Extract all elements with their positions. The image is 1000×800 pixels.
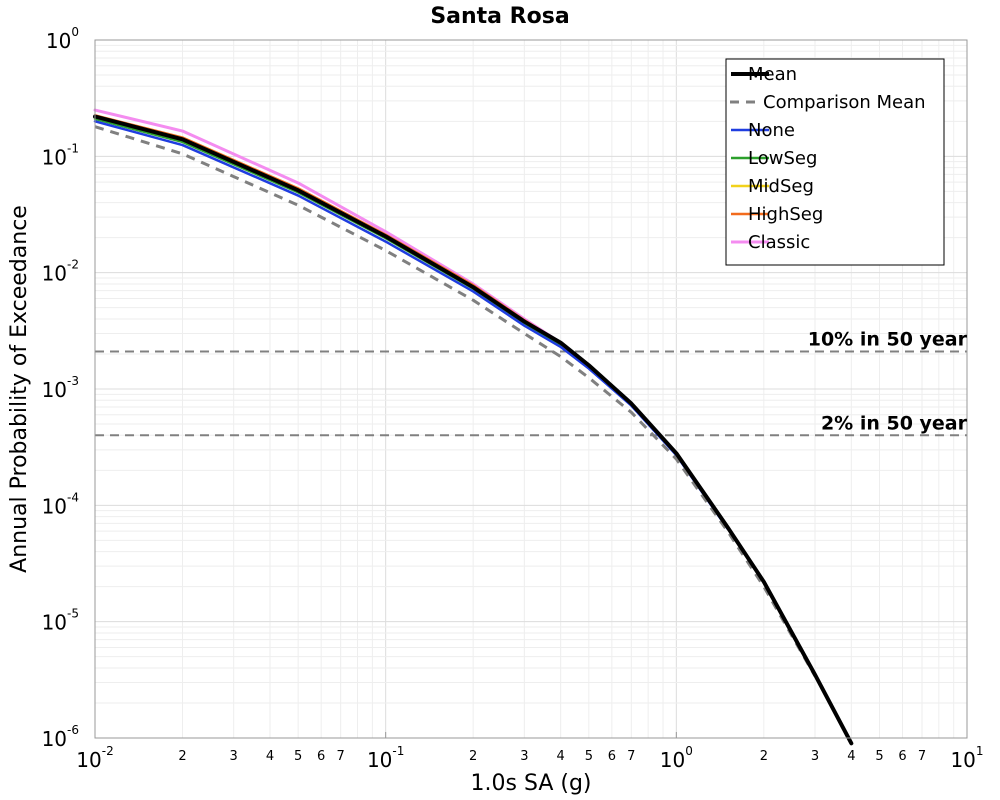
legend-label: Mean: [748, 64, 797, 85]
x-minor-tick-label: 2: [178, 749, 186, 764]
x-tick-label: 10-2: [76, 744, 113, 772]
x-minor-tick-label: 6: [608, 749, 616, 764]
chart-title: Santa Rosa: [430, 4, 569, 29]
y-tick-label: 10-5: [42, 607, 79, 635]
legend: Mean Comparison Mean None LowSeg MidSeg HighS…: [725, 58, 945, 266]
y-tick-label: 10-1: [42, 141, 79, 169]
x-minor-tick-label: 5: [585, 749, 593, 764]
x-minor-tick-label: 7: [337, 749, 345, 764]
x-axis-label: 1.0s SA (g): [471, 771, 592, 796]
x-minor-tick-label: 3: [230, 749, 238, 764]
legend-label: LowSeg: [748, 148, 817, 169]
x-minor-tick-label: 4: [557, 749, 565, 764]
x-minor-tick-label: 6: [898, 749, 906, 764]
x-minor-tick-label: 7: [918, 749, 926, 764]
x-tick-label: 100: [660, 744, 693, 772]
y-axis-label: Annual Probability of Exceedance: [7, 205, 32, 573]
reference-labels: 10% in 50 year 2% in 50 year: [808, 329, 968, 435]
reference-line-label: 2% in 50 year: [821, 412, 968, 434]
x-tick-label: 10-1: [367, 744, 404, 772]
plot-frame: [94, 39, 968, 739]
y-tick-label: 10-3: [42, 374, 79, 402]
legend-label: MidSeg: [748, 176, 814, 197]
x-minor-tick-label: 2: [760, 749, 768, 764]
y-tick-label: 10-2: [42, 258, 79, 286]
x-minor-tick-label: 3: [811, 749, 819, 764]
x-minor-tick-label: 5: [875, 749, 883, 764]
series-line: [93, 114, 854, 746]
x-minor-tick-label: 7: [627, 749, 635, 764]
series-lines: [93, 108, 854, 746]
x-minor-tick-label: 2: [469, 749, 477, 764]
legend-label: HighSeg: [748, 204, 823, 225]
x-minor-tick-label: 4: [266, 749, 274, 764]
y-axis-ticks: 100 10-1 10-2 10-3 10-4 10-5 10-6: [42, 25, 79, 751]
y-tick-label: 100: [46, 25, 79, 53]
x-minor-tick-label: 6: [317, 749, 325, 764]
legend-box: [725, 58, 945, 266]
y-tick-label: 10-6: [42, 723, 79, 751]
y-tick-label: 10-4: [42, 490, 79, 518]
x-minor-tick-label: 3: [520, 749, 528, 764]
reference-lines: [95, 350, 967, 437]
x-minor-tick-label: 4: [847, 749, 855, 764]
x-minor-tick-label: 5: [294, 749, 302, 764]
legend-label: Comparison Mean: [763, 92, 926, 113]
legend-label: Classic: [748, 232, 810, 253]
reference-line-label: 10% in 50 year: [808, 329, 968, 351]
x-tick-label: 101: [950, 744, 983, 772]
grid: [94, 40, 967, 739]
legend-label: None: [748, 120, 795, 141]
